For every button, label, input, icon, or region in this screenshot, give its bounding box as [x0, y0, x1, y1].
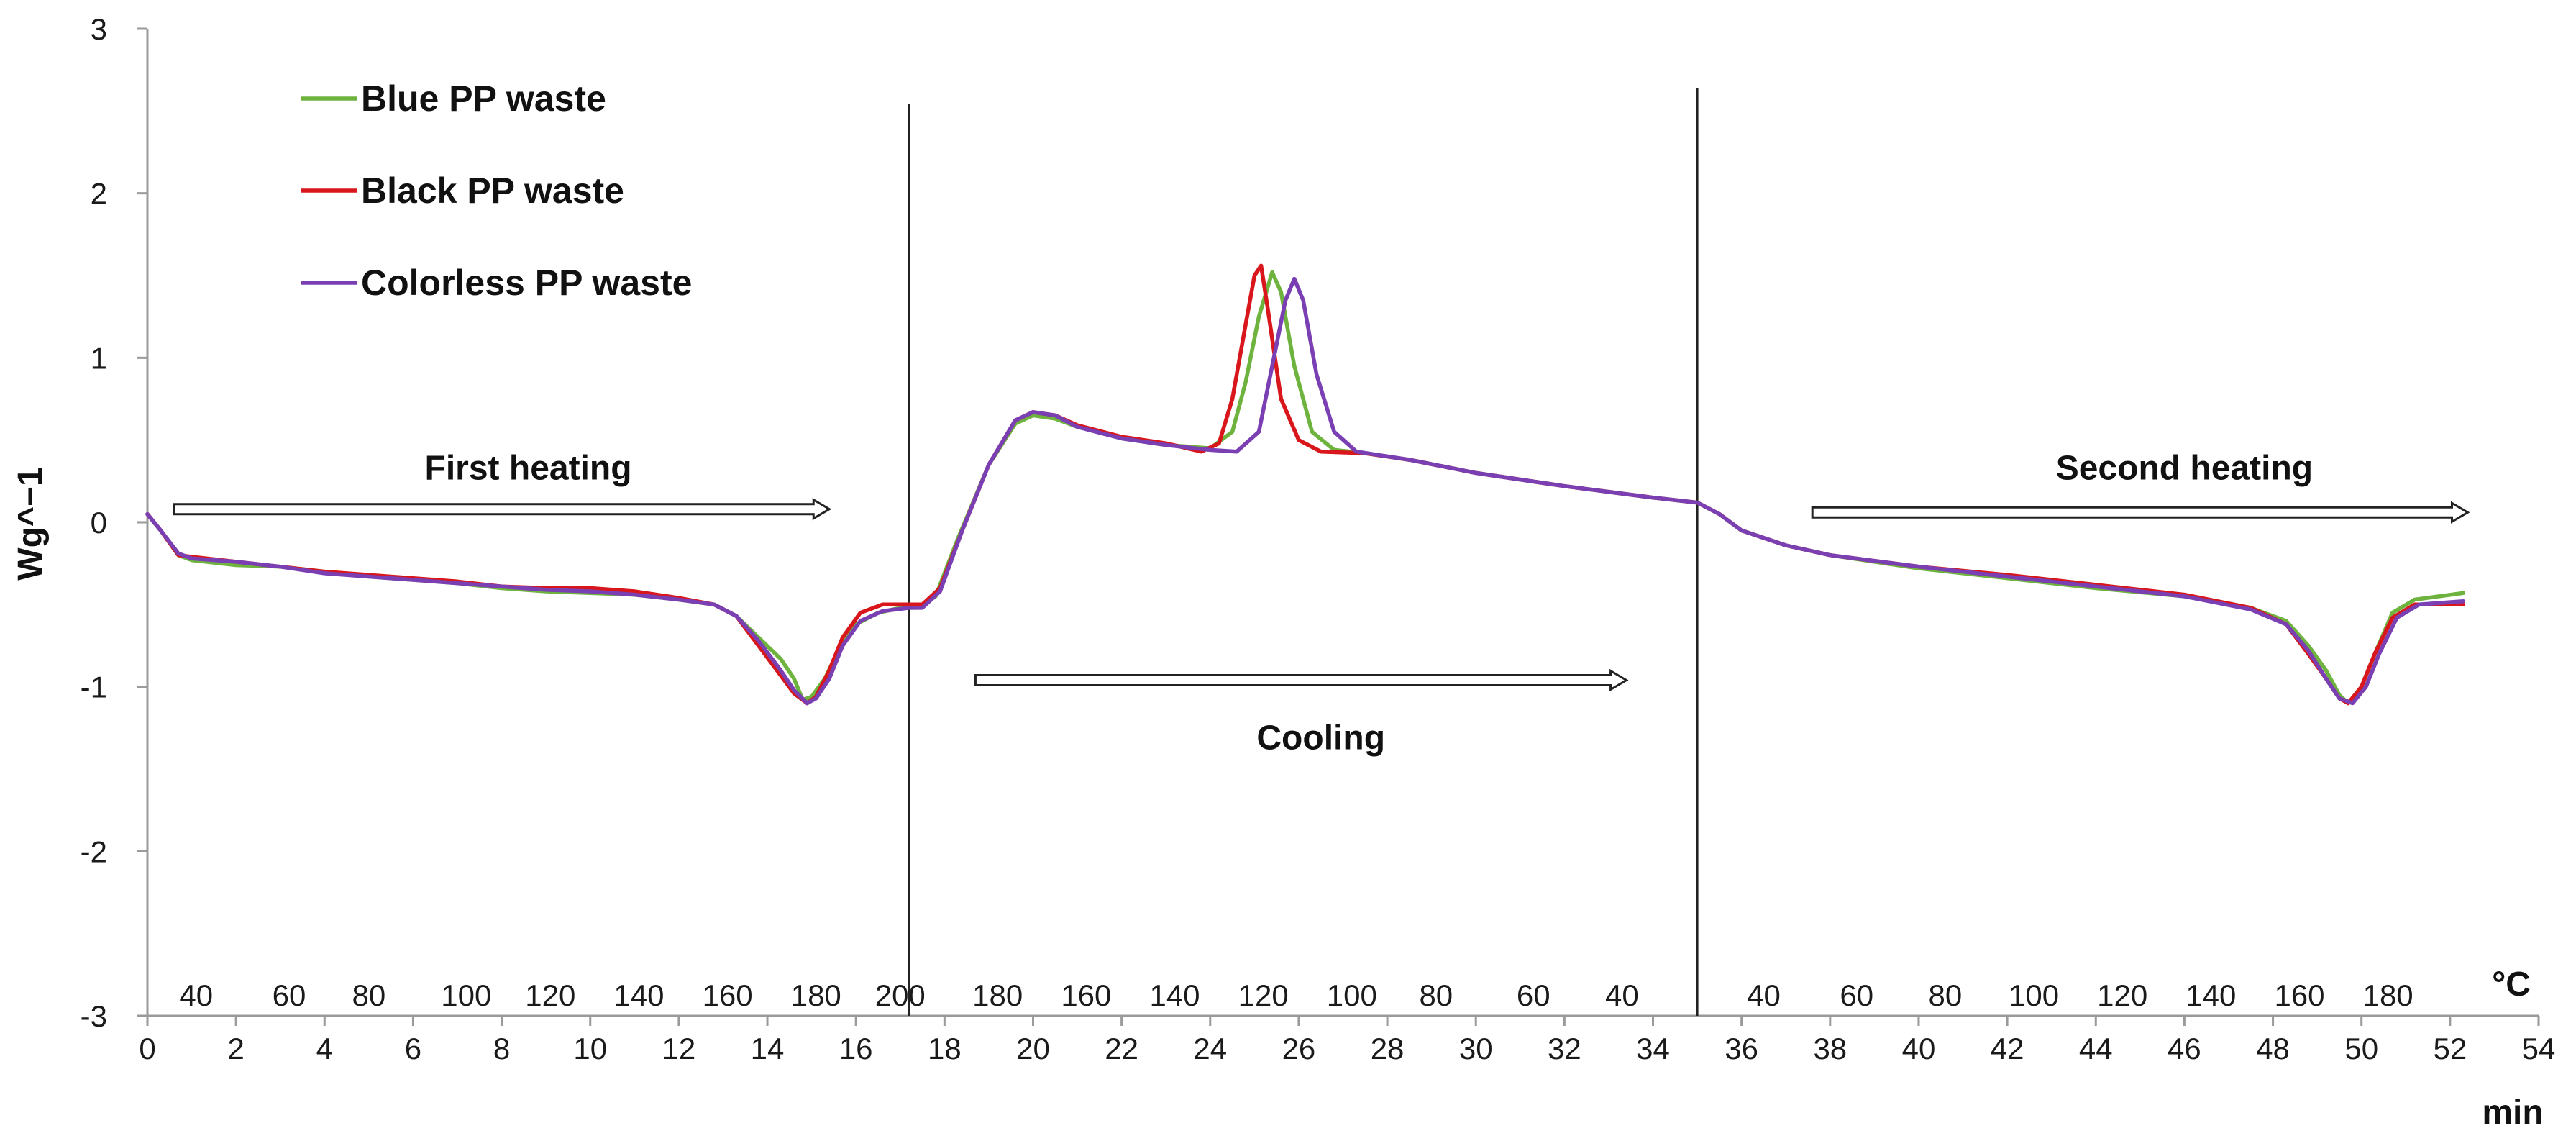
y-tick-label: -2 — [81, 835, 107, 868]
temperature-label: 140 — [613, 978, 664, 1012]
temperature-label: 100 — [1327, 978, 1377, 1012]
temperature-labels: 40 60 80 100 120 140 160 180 200 180 160 140 120 100 8… — [179, 978, 2413, 1012]
x-tick-label: 28 — [1371, 1032, 1405, 1065]
temperature-label: 80 — [352, 978, 386, 1012]
phase-annotation-label: First heating — [425, 450, 632, 488]
x-tick-label: 8 — [493, 1032, 510, 1065]
temperature-label: 160 — [703, 978, 753, 1012]
temperature-label: 40 — [179, 978, 213, 1012]
x-tick-label: 12 — [662, 1032, 696, 1065]
temperature-label: 180 — [972, 978, 1023, 1012]
temperature-unit-label: °C — [2492, 965, 2531, 1004]
x-tick-label: 48 — [2256, 1032, 2290, 1065]
phase-arrow — [173, 498, 832, 521]
phase-annotation-label: Second heating — [2056, 450, 2313, 488]
temperature-label: 140 — [1149, 978, 1200, 1012]
annotations: First heating Cooling Second heating — [173, 450, 2470, 758]
x-tick-label: 32 — [1548, 1032, 1581, 1065]
x-tick-label: 34 — [1636, 1032, 1670, 1065]
x-tick-label: 24 — [1193, 1032, 1227, 1065]
y-tick-label: -3 — [81, 999, 107, 1033]
x-tick-label: 20 — [1016, 1032, 1050, 1065]
y-tick-label: 2 — [91, 177, 107, 211]
x-tick-label: 2 — [227, 1032, 244, 1065]
x-tick-label: 46 — [2168, 1032, 2201, 1065]
x-axis-ticks: 0 2 4 6 8 10 12 14 16 18 20 22 24 26 28 30 32 34 36 38 40 42 4… — [139, 1016, 2555, 1065]
temperature-label: 180 — [2363, 978, 2413, 1012]
x-tick-label: 38 — [1813, 1032, 1847, 1065]
temperature-label: 140 — [2186, 978, 2236, 1012]
series-lines — [145, 263, 2466, 706]
series-line — [145, 276, 2466, 706]
x-tick-label: 10 — [573, 1032, 607, 1065]
y-axis-label: Wg^−1 — [12, 467, 50, 580]
x-tick-label: 0 — [139, 1032, 155, 1065]
x-tick-label: 4 — [316, 1032, 333, 1065]
phase-arrow — [974, 668, 1629, 692]
x-tick-label: 40 — [1902, 1032, 1936, 1065]
temperature-label: 60 — [1840, 978, 1873, 1012]
temperature-label: 60 — [1517, 978, 1550, 1012]
legend-label: Blue PP waste — [361, 78, 606, 119]
y-tick-label: 1 — [91, 341, 107, 375]
x-tick-label: 44 — [2079, 1032, 2113, 1065]
temperature-label: 60 — [273, 978, 306, 1012]
temperature-label: 120 — [2097, 978, 2147, 1012]
temperature-label: 40 — [1747, 978, 1781, 1012]
x-tick-label: 26 — [1282, 1032, 1316, 1065]
x-tick-label: 54 — [2522, 1032, 2556, 1065]
x-tick-label: 50 — [2344, 1032, 2378, 1065]
temperature-label: 40 — [1605, 978, 1639, 1012]
x-tick-label: 22 — [1105, 1032, 1138, 1065]
x-axis-unit-label: min — [2482, 1093, 2543, 1132]
legend-label: Black PP waste — [361, 170, 624, 211]
x-tick-label: 42 — [1991, 1032, 2024, 1065]
temperature-label: 180 — [791, 978, 841, 1012]
temperature-label: 200 — [875, 978, 926, 1012]
x-tick-label: 30 — [1459, 1032, 1493, 1065]
temperature-label: 80 — [1929, 978, 1963, 1012]
legend: Blue PP waste Black PP waste Colorless PP … — [301, 78, 692, 303]
y-axis-ticks: 3 2 1 0 -1 -2 -3 — [81, 12, 147, 1033]
y-tick-label: -1 — [81, 670, 107, 704]
temperature-label: 100 — [2009, 978, 2059, 1012]
temperature-label: 160 — [1061, 978, 1111, 1012]
temperature-label: 120 — [1238, 978, 1289, 1012]
y-tick-label: 3 — [91, 12, 107, 46]
x-tick-label: 16 — [839, 1032, 873, 1065]
x-tick-label: 18 — [928, 1032, 962, 1065]
x-tick-label: 6 — [405, 1032, 421, 1065]
x-tick-label: 14 — [751, 1032, 785, 1065]
x-tick-label: 36 — [1725, 1032, 1758, 1065]
series-line — [145, 270, 2466, 706]
phase-arrow — [1811, 501, 2470, 524]
temperature-label: 120 — [525, 978, 575, 1012]
phase-annotation-label: Cooling — [1256, 719, 1385, 758]
y-tick-label: 0 — [91, 506, 107, 540]
temperature-label: 160 — [2274, 978, 2324, 1012]
legend-label: Colorless PP waste — [361, 263, 692, 303]
x-tick-label: 52 — [2433, 1032, 2467, 1065]
segment-dividers — [908, 88, 1699, 1016]
temperature-label: 100 — [441, 978, 491, 1012]
temperature-label: 80 — [1419, 978, 1453, 1012]
